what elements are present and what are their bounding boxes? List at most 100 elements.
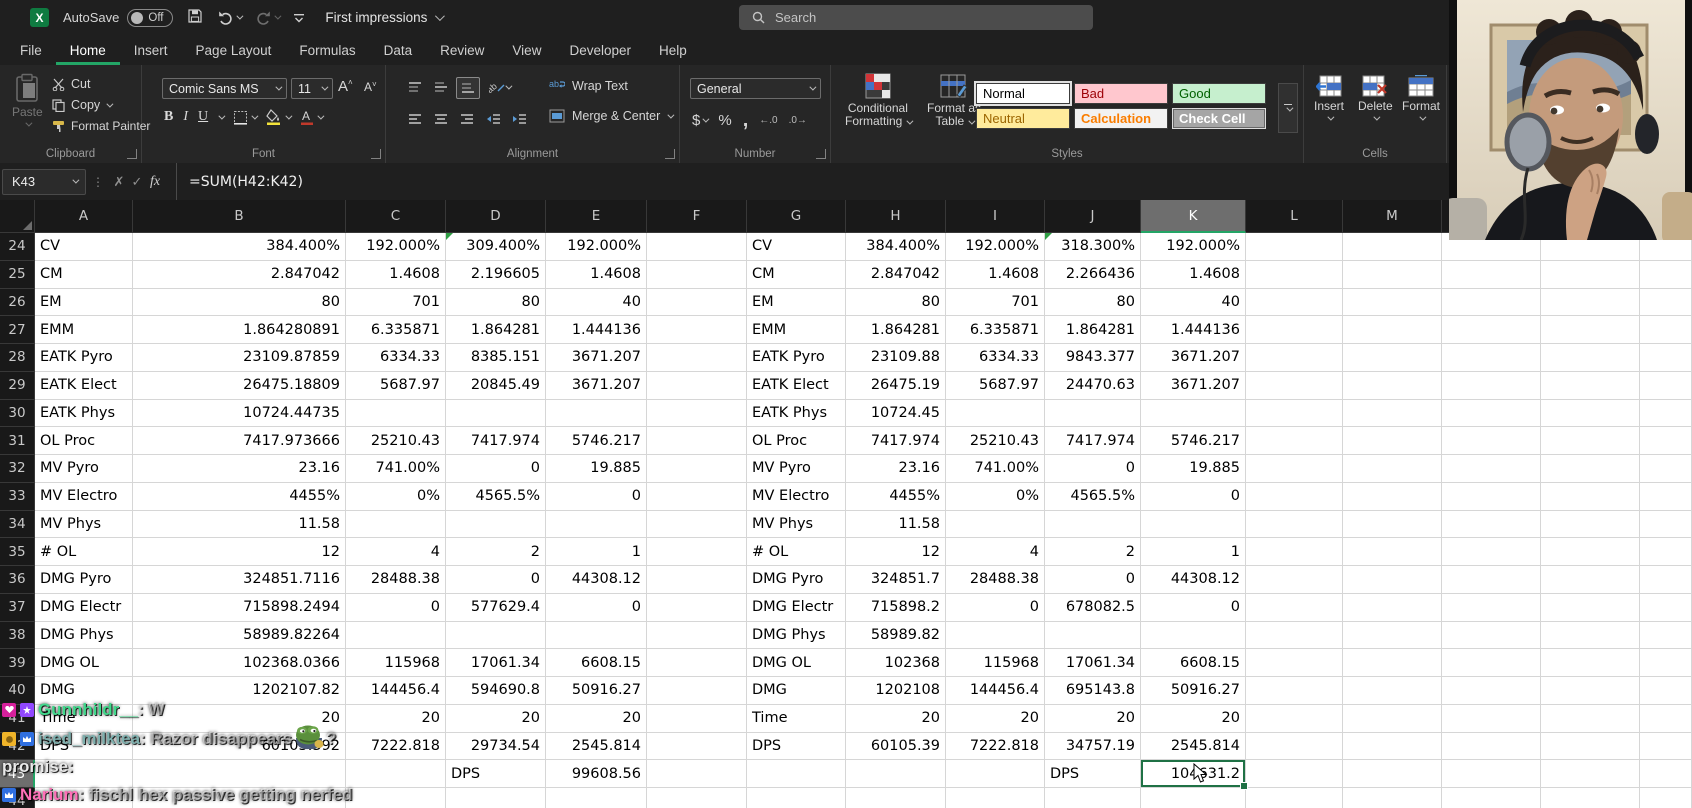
cell-O30[interactable]	[1541, 399, 1640, 428]
cell-O42[interactable]	[1541, 732, 1640, 761]
column-header-J[interactable]: J	[1045, 200, 1141, 233]
cell-L28[interactable]	[1246, 344, 1343, 372]
cell-N35[interactable]	[1442, 538, 1541, 566]
column-header-H[interactable]: H	[846, 200, 946, 233]
cell-L40[interactable]	[1246, 677, 1343, 705]
cell-J32[interactable]: 0	[1045, 455, 1141, 483]
cell-O25[interactable]	[1541, 260, 1640, 289]
cell-D43[interactable]: DPS	[446, 760, 546, 788]
cell-K39[interactable]: 6608.15	[1141, 649, 1246, 677]
column-header-G[interactable]: G	[747, 200, 846, 233]
cell-E30[interactable]	[546, 399, 647, 428]
style-good[interactable]: Good	[1172, 83, 1266, 104]
cell-O29[interactable]	[1541, 371, 1640, 400]
cell-J42[interactable]: 34757.19	[1045, 732, 1141, 761]
cell-E37[interactable]: 0	[546, 593, 647, 622]
undo-button[interactable]	[217, 10, 244, 25]
cell-F34[interactable]	[647, 510, 747, 539]
tab-review[interactable]: Review	[440, 42, 485, 58]
cell-H26[interactable]: 80	[846, 288, 946, 317]
row-header-25[interactable]: 25	[0, 260, 35, 289]
style-normal[interactable]: Normal	[974, 81, 1072, 106]
cell-J39[interactable]: 17061.34	[1045, 649, 1141, 677]
cell-O41[interactable]	[1541, 704, 1640, 733]
align-right-icon[interactable]	[456, 109, 478, 129]
cell-F39[interactable]	[647, 649, 747, 677]
row-header-39[interactable]: 39	[0, 649, 35, 677]
cell-J37[interactable]: 678082.5	[1045, 593, 1141, 622]
cell-K31[interactable]: 5746.217	[1141, 427, 1246, 455]
cell-K33[interactable]: 0	[1141, 482, 1246, 511]
cell-D41[interactable]: 20	[446, 704, 546, 733]
cell-A38[interactable]: DMG Phys	[35, 621, 133, 650]
insert-function-button[interactable]: fx	[149, 173, 161, 189]
cell-E33[interactable]: 0	[546, 482, 647, 511]
cell-B35[interactable]: 12	[133, 538, 346, 566]
cell-I33[interactable]: 0%	[946, 482, 1045, 511]
cell-C32[interactable]: 741.00%	[346, 455, 446, 483]
cell-E40[interactable]: 50916.27	[546, 677, 647, 705]
cell-F38[interactable]	[647, 621, 747, 650]
cell-C31[interactable]: 25210.43	[346, 427, 446, 455]
cell-B33[interactable]: 4455%	[133, 482, 346, 511]
cell-M40[interactable]	[1343, 677, 1442, 705]
copy-button[interactable]: Copy	[52, 98, 150, 112]
cell-D40[interactable]: 594690.8	[446, 677, 546, 705]
cell-H43[interactable]	[846, 760, 946, 788]
cell-B26[interactable]: 80	[133, 288, 346, 317]
customize-quick-access-icon[interactable]	[293, 12, 305, 24]
copy-dropdown-icon[interactable]	[106, 100, 114, 108]
cell-A27[interactable]: EMM	[35, 316, 133, 344]
cell-M37[interactable]	[1343, 593, 1442, 622]
cell-J26[interactable]: 80	[1045, 288, 1141, 317]
cell-L39[interactable]	[1246, 649, 1343, 677]
cell-A40[interactable]: DMG	[35, 677, 133, 705]
cell-C36[interactable]: 28488.38	[346, 566, 446, 594]
cell-P38[interactable]	[1640, 621, 1692, 650]
cell-F44[interactable]	[647, 788, 747, 808]
cell-C35[interactable]: 4	[346, 538, 446, 566]
cell-C41[interactable]: 20	[346, 704, 446, 733]
cell-K40[interactable]: 50916.27	[1141, 677, 1246, 705]
tab-formulas[interactable]: Formulas	[299, 42, 356, 58]
row-header-29[interactable]: 29	[0, 371, 35, 400]
cell-L38[interactable]	[1246, 621, 1343, 650]
cell-C37[interactable]: 0	[346, 593, 446, 622]
cell-O40[interactable]	[1541, 677, 1640, 705]
cell-E36[interactable]: 44308.12	[546, 566, 647, 594]
row-header-33[interactable]: 33	[0, 482, 35, 511]
cell-C30[interactable]	[346, 399, 446, 428]
cell-M29[interactable]	[1343, 371, 1442, 400]
cell-A25[interactable]: CM	[35, 260, 133, 289]
underline-button[interactable]: U	[198, 109, 209, 124]
cell-D25[interactable]: 2.196605	[446, 260, 546, 289]
cell-P30[interactable]	[1640, 399, 1692, 428]
row-header-38[interactable]: 38	[0, 621, 35, 650]
cell-O31[interactable]	[1541, 427, 1640, 455]
cell-M34[interactable]	[1343, 510, 1442, 539]
cell-J43[interactable]: DPS	[1045, 760, 1141, 788]
cell-A44[interactable]	[35, 788, 133, 808]
cell-E28[interactable]: 3671.207	[546, 344, 647, 372]
format-cells-button[interactable]: Format	[1402, 75, 1440, 121]
orientation-button[interactable]: ab	[484, 77, 514, 97]
cell-P25[interactable]	[1640, 260, 1692, 289]
cell-N34[interactable]	[1442, 510, 1541, 539]
cell-B27[interactable]: 1.864280891	[133, 316, 346, 344]
decrease-decimal-button[interactable]: .0→	[788, 115, 807, 126]
cell-N36[interactable]	[1442, 566, 1541, 594]
cell-O39[interactable]	[1541, 649, 1640, 677]
cell-F25[interactable]	[647, 260, 747, 289]
cell-F28[interactable]	[647, 344, 747, 372]
column-header-B[interactable]: B	[133, 200, 346, 233]
cell-K29[interactable]: 3671.207	[1141, 371, 1246, 400]
cell-K42[interactable]: 2545.814	[1141, 732, 1246, 761]
cell-F31[interactable]	[647, 427, 747, 455]
cell-I25[interactable]: 1.4608	[946, 260, 1045, 289]
tab-home[interactable]: Home	[56, 35, 120, 65]
cell-N40[interactable]	[1442, 677, 1541, 705]
column-header-K[interactable]: K	[1141, 200, 1246, 233]
cut-button[interactable]: Cut	[52, 77, 150, 91]
cell-L32[interactable]	[1246, 455, 1343, 483]
increase-decimal-button[interactable]: ←.0	[759, 115, 778, 126]
